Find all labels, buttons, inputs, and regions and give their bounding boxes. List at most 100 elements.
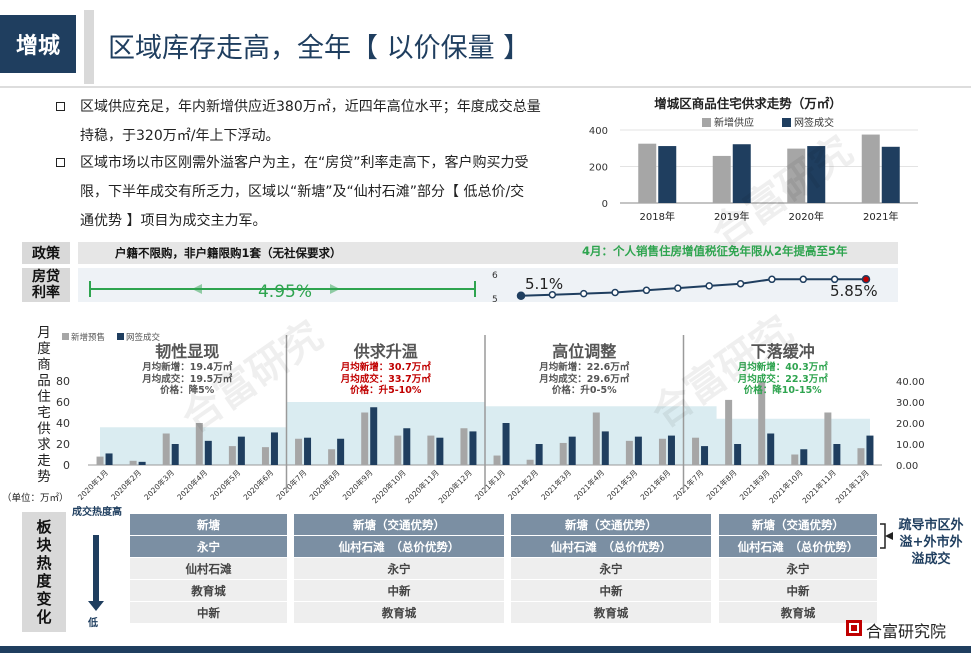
bullet-2-line2: 限，下半年成交有所乏力，区域以“新塘”及“仙村石滩”部分【 低总价/交 xyxy=(80,184,525,200)
ylabel-char: 供 xyxy=(37,421,51,437)
main-xtick: 2020年3月 xyxy=(142,467,177,502)
monthly-bar-presale xyxy=(526,459,534,465)
main-xtick: 2021年5月 xyxy=(605,467,640,502)
monthly-bar-deal xyxy=(667,435,675,465)
legend-deal-label: 网签成交 xyxy=(794,116,834,129)
monthly-bar-presale xyxy=(394,435,402,465)
main-ytick-right: 20.00 xyxy=(896,419,925,430)
main-xtick: 2020年1月 xyxy=(75,467,110,502)
phase-annotation: 供求升温 月均新增：30.7万㎡ 月均成交：33.7万㎡ 价格：升5-10% xyxy=(287,338,486,397)
annual-bar-supply xyxy=(712,155,731,203)
main-xtick: 2020年11月 xyxy=(403,467,441,505)
monthly-bar-deal xyxy=(469,431,477,465)
annual-bar-supply xyxy=(787,148,806,203)
main-xtick: 2020年6月 xyxy=(241,467,276,502)
heat-cell: 永宁 xyxy=(511,558,711,581)
phase-stat: 月均新增：19.4万㎡ xyxy=(142,362,233,373)
monthly-bar-deal xyxy=(502,423,510,465)
heat-cell: 新塘（交通优势） xyxy=(719,514,877,537)
annual-bar-supply xyxy=(638,143,657,203)
monthly-bar-deal xyxy=(304,437,312,465)
heat-cell: 永宁 xyxy=(294,558,504,581)
monthly-bar-presale xyxy=(261,447,269,465)
phase-stat: 月均新增：22.6万㎡ xyxy=(539,362,630,373)
policy-bar xyxy=(78,242,898,264)
monthly-bar-presale xyxy=(592,412,600,465)
monthly-bar-presale xyxy=(493,455,501,465)
bullet-1-line1: 区域供应充足，年内新增供应近380万㎡，近四年高位水平；年度成交总量 xyxy=(80,99,541,115)
bullet-2-line3: 通优势 】项目为成交主力军。 xyxy=(80,213,267,229)
heat-note-line3: 溢成交 xyxy=(911,552,951,567)
heat-arrow-bottom-label: 低 xyxy=(88,618,98,629)
bullet-square-icon xyxy=(56,158,65,167)
phase-stat: 价格：升0-5% xyxy=(551,385,617,396)
monthly-bar-presale xyxy=(559,442,567,465)
bullet-1-line2: 持稳，于320万㎡/年上下浮动。 xyxy=(80,128,280,144)
heat-cell: 中新 xyxy=(294,580,504,603)
monthly-bar-presale xyxy=(361,412,369,465)
heat-cell: 新塘（交通优势） xyxy=(294,514,504,537)
heat-label-char: 变 xyxy=(36,590,52,608)
monthly-bar-deal xyxy=(171,444,179,465)
monthly-bar-presale xyxy=(96,456,104,465)
heat-cell: 教育城 xyxy=(511,602,711,625)
main-ytick-right: 0.00 xyxy=(896,461,918,472)
bullet-2-line1: 区域市场以市区刚需外溢客户为主，在“房贷”利率走高下，客户购买力受 xyxy=(80,155,529,171)
phase-name: 高位调整 xyxy=(552,342,617,361)
monthly-bar-deal xyxy=(370,407,378,465)
monthly-bar-presale xyxy=(228,446,236,465)
legend-deal-swatch xyxy=(782,118,791,127)
main-xtick: 2020年10月 xyxy=(370,467,408,505)
heat-cell: 仙村石滩 （总价优势） xyxy=(294,536,504,559)
loan-label-line1: 房贷 xyxy=(32,269,60,285)
ylabel-char: 商 xyxy=(37,357,51,373)
phase-annotation: 高位调整 月均新增：22.6万㎡ 月均成交：29.6万㎡ 价格：升0-5% xyxy=(485,338,684,397)
watermark: 合富研究 xyxy=(703,127,862,258)
annual-xtick: 2018年 xyxy=(640,210,675,223)
main-xtick: 2021年8月 xyxy=(704,467,739,502)
annual-bar-deal xyxy=(807,146,826,203)
main-ytick-right: 10.00 xyxy=(896,440,925,451)
monthly-bar-deal xyxy=(204,440,212,465)
ylabel-char: 月 xyxy=(37,325,51,341)
phase-annotation: 下落缓冲 月均新增：40.3万㎡ 月均成交：22.3万㎡ 价格：降10-15% xyxy=(684,338,883,397)
phase-stat: 月均新增：30.7万㎡ xyxy=(340,362,431,373)
monthly-bar-deal xyxy=(337,438,345,465)
phase-stat: 月均成交：19.5万㎡ xyxy=(142,373,233,385)
monthly-bar-deal xyxy=(800,449,808,465)
monthly-bar-presale xyxy=(625,440,633,465)
region-tag: 增城 xyxy=(0,15,76,73)
main-xtick: 2020年12月 xyxy=(436,467,474,505)
main-chart-unit: （单位：万㎡） xyxy=(2,493,69,504)
heat-cell: 教育城 xyxy=(719,602,877,625)
ylabel-char: 品 xyxy=(37,373,51,389)
monthly-bar-deal xyxy=(535,444,543,465)
monthly-bar-deal xyxy=(568,436,576,465)
phase-stat: 月均成交：29.6万㎡ xyxy=(539,373,630,385)
monthly-bar-presale xyxy=(295,438,303,465)
main-xtick: 2021年6月 xyxy=(638,467,673,502)
main-ytick-right: 40.00 xyxy=(896,377,925,388)
heat-cell: 仙村石滩 （总价优势） xyxy=(511,536,711,559)
phase-stat: 价格：降5% xyxy=(160,385,215,396)
monthly-bar-presale xyxy=(692,437,700,465)
main-xtick: 2020年9月 xyxy=(340,467,375,502)
main-xtick: 2021年12月 xyxy=(833,467,871,505)
heat-cell: 中新 xyxy=(511,580,711,603)
monthly-bar-deal xyxy=(866,435,874,465)
monthly-bar-presale xyxy=(129,460,137,465)
bracket-line xyxy=(880,523,886,549)
heat-cell: 中新 xyxy=(130,602,287,625)
heat-cell: 永宁 xyxy=(130,536,287,559)
main-chart-ylabel: 月度商品住宅供求走势 xyxy=(36,325,52,485)
loan-rate-bar xyxy=(78,268,898,302)
heat-note: 疏导市区外 溢+外市外 溢成交 xyxy=(892,517,970,568)
ylabel-char: 宅 xyxy=(37,405,51,421)
main-xtick: 2021年3月 xyxy=(539,467,574,502)
annual-ytick: 0 xyxy=(602,199,608,210)
heat-label-char: 度 xyxy=(36,572,52,590)
monthly-bar-presale xyxy=(658,438,666,465)
phase-name: 韧性显现 xyxy=(155,342,220,361)
heat-note-line2: 溢+外市外 xyxy=(899,535,963,550)
main-xtick: 2020年8月 xyxy=(307,467,342,502)
